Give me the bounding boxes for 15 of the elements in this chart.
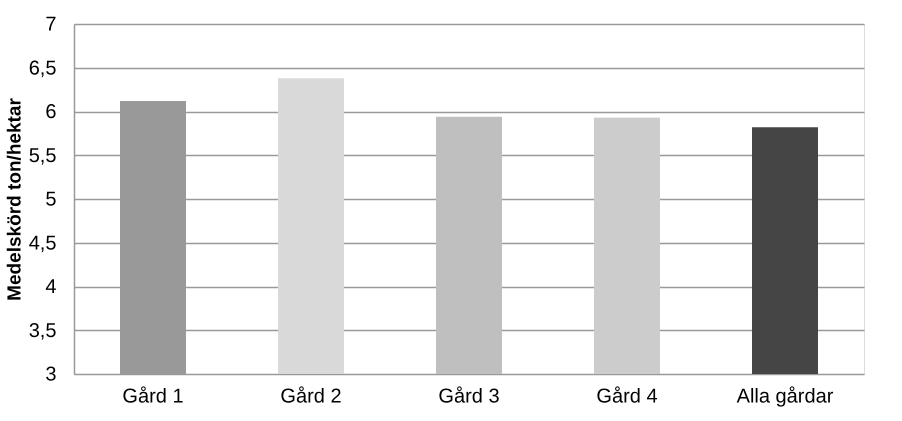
y-tick-label: 6,5 [28, 57, 56, 80]
x-tick-label: Alla gårdar [736, 386, 834, 408]
y-tick-label: 3,5 [28, 320, 56, 342]
y-axis-title: Medelskörd ton/hektar [4, 98, 26, 301]
y-tick-label: 4,5 [28, 232, 56, 254]
x-tick-label: Gård 3 [438, 386, 500, 408]
y-tick-label: 3 [45, 364, 56, 386]
y-tick-label: 5 [45, 188, 56, 210]
y-tick-label: 4 [45, 276, 56, 298]
y-tick-label: 7 [45, 14, 56, 36]
x-tick-label: Gård 1 [122, 386, 184, 408]
y-tick-label: 6 [45, 101, 56, 123]
y-tick-label: 5,5 [28, 144, 56, 167]
x-tick-label: Gård 4 [596, 386, 658, 408]
x-tick-label: Gård 2 [280, 386, 342, 408]
